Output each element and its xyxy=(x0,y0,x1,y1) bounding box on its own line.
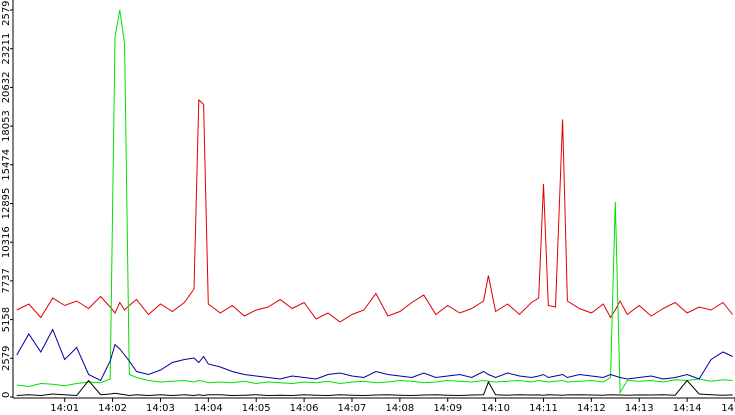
series-line xyxy=(16,9,733,395)
x-tick-label: 14:10 xyxy=(481,403,510,414)
x-tick-label: 14:07 xyxy=(338,403,367,414)
y-tick-label: 15474 xyxy=(1,149,12,181)
x-tick-label: 14:13 xyxy=(625,403,654,414)
y-tick-label: 20632 xyxy=(1,71,12,103)
x-tick-label: 14:11 xyxy=(529,403,558,414)
y-tick-label: 23211 xyxy=(1,33,12,65)
y-tick-label: 25790 xyxy=(1,0,12,26)
x-tick-label: 14:02 xyxy=(98,403,127,414)
x-tick-label: 14:06 xyxy=(290,403,319,414)
x-tick-label: 14:08 xyxy=(385,403,414,414)
x-tick-label: 14:05 xyxy=(242,403,271,414)
series-line xyxy=(16,98,733,323)
series-line xyxy=(16,379,733,397)
x-tick-label: 14:12 xyxy=(577,403,606,414)
y-tick-label: 5158 xyxy=(1,307,12,332)
y-tick-label: 0 xyxy=(1,392,12,398)
y-tick-label: 2579 xyxy=(1,346,12,371)
y-tick-label: 12895 xyxy=(1,188,12,220)
x-tick-label: 14 xyxy=(721,403,734,414)
x-tick-label: 14:04 xyxy=(194,403,223,414)
x-tick-label: 14:14 xyxy=(673,403,702,414)
series-line xyxy=(16,328,733,382)
x-tick-label: 14:09 xyxy=(433,403,462,414)
y-tick-label: 7737 xyxy=(1,268,12,293)
x-tick-label: 14:01 xyxy=(50,403,79,414)
y-tick-label: 10316 xyxy=(1,226,12,258)
x-tick-label: 14:03 xyxy=(146,403,175,414)
y-tick-label: 18053 xyxy=(1,110,12,142)
